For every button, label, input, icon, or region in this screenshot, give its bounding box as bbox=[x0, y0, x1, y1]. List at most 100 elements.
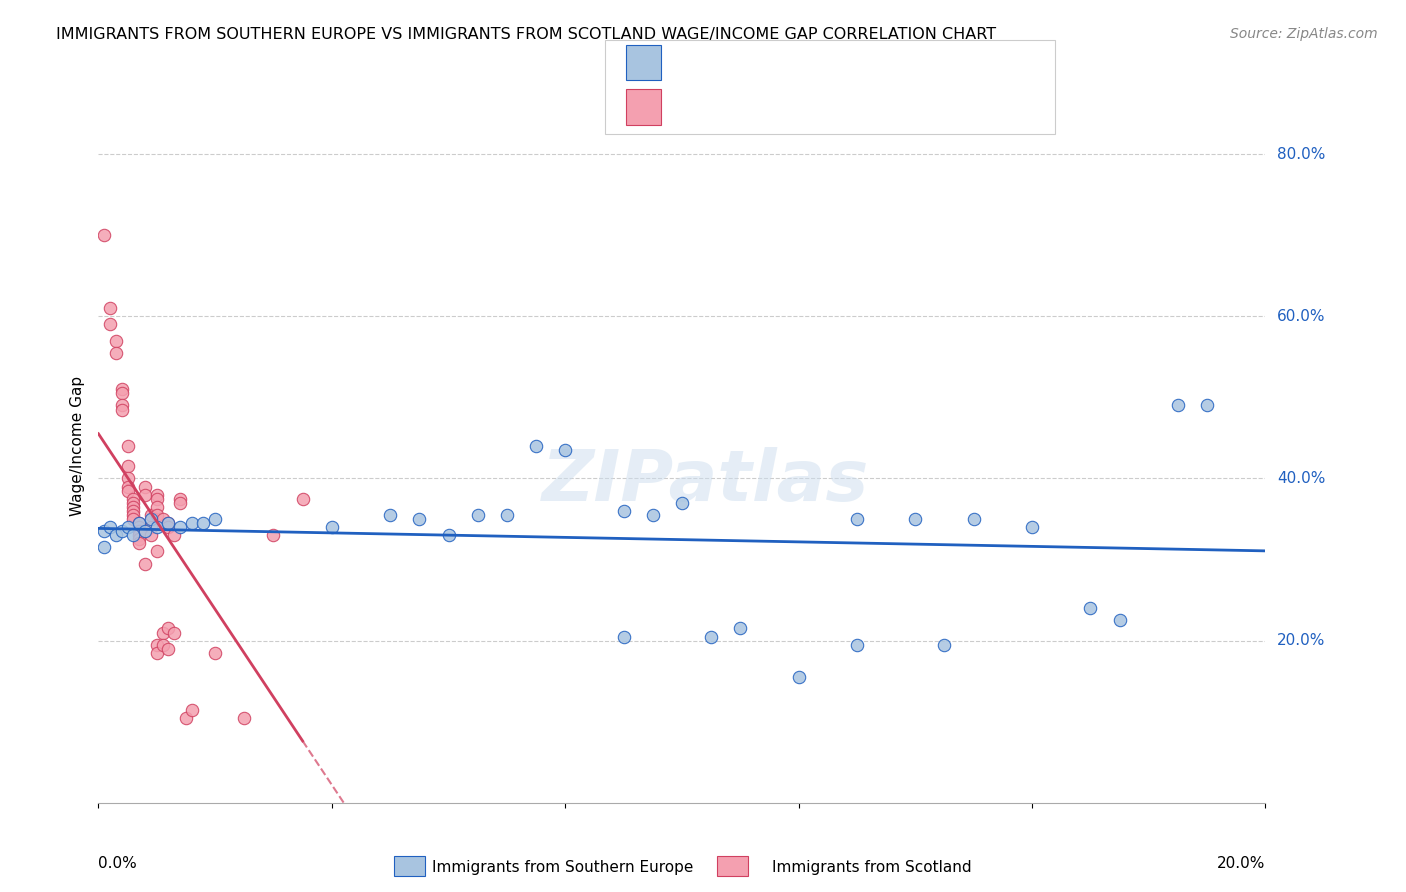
Point bbox=[117, 483, 139, 498]
Point bbox=[111, 382, 134, 396]
Point bbox=[408, 512, 430, 526]
Text: 20.0%: 20.0% bbox=[1277, 633, 1326, 648]
Point bbox=[671, 496, 693, 510]
Point bbox=[157, 641, 180, 656]
Point bbox=[846, 512, 869, 526]
Point bbox=[134, 524, 156, 538]
Point bbox=[934, 638, 956, 652]
Point bbox=[122, 512, 145, 526]
Point bbox=[163, 625, 186, 640]
Point bbox=[291, 491, 314, 506]
Point bbox=[128, 524, 150, 538]
Point bbox=[204, 512, 226, 526]
Point bbox=[128, 516, 150, 530]
Point bbox=[128, 533, 150, 547]
Text: Immigrants from Scotland: Immigrants from Scotland bbox=[772, 860, 972, 874]
Point bbox=[104, 345, 127, 359]
Point bbox=[204, 646, 226, 660]
Point bbox=[104, 528, 127, 542]
Text: N = 29: N = 29 bbox=[815, 55, 873, 70]
Point bbox=[1021, 520, 1043, 534]
Point bbox=[163, 528, 186, 542]
Text: 60.0%: 60.0% bbox=[1277, 309, 1326, 324]
Point bbox=[157, 516, 180, 530]
Point bbox=[180, 702, 202, 716]
Point bbox=[122, 528, 145, 542]
Point bbox=[111, 386, 134, 401]
Point bbox=[1108, 613, 1130, 627]
Point bbox=[169, 496, 191, 510]
Point bbox=[111, 524, 134, 538]
Text: R =: R = bbox=[672, 100, 700, 114]
Point bbox=[180, 516, 202, 530]
Point bbox=[117, 459, 139, 474]
Point bbox=[98, 301, 121, 315]
Point bbox=[321, 520, 343, 534]
Point bbox=[846, 638, 869, 652]
Point bbox=[554, 443, 576, 458]
Point bbox=[233, 711, 256, 725]
Point bbox=[104, 334, 127, 348]
Point bbox=[1167, 399, 1189, 413]
Point bbox=[122, 496, 145, 510]
Point bbox=[730, 622, 752, 636]
Point bbox=[262, 528, 284, 542]
Point bbox=[612, 504, 634, 518]
Point bbox=[524, 439, 547, 453]
Point bbox=[134, 479, 156, 493]
Point bbox=[157, 516, 180, 530]
Text: IMMIGRANTS FROM SOUTHERN EUROPE VS IMMIGRANTS FROM SCOTLAND WAGE/INCOME GAP CORR: IMMIGRANTS FROM SOUTHERN EUROPE VS IMMIG… bbox=[56, 27, 997, 42]
Point bbox=[146, 508, 169, 522]
Point bbox=[437, 528, 460, 542]
Point bbox=[146, 520, 169, 534]
Text: 0.0%: 0.0% bbox=[98, 855, 138, 871]
Point bbox=[380, 508, 402, 522]
Point bbox=[139, 512, 162, 526]
Point bbox=[93, 228, 115, 243]
Point bbox=[134, 524, 156, 538]
Point bbox=[700, 630, 723, 644]
Point bbox=[139, 528, 162, 542]
Point bbox=[117, 471, 139, 485]
Point bbox=[98, 520, 121, 534]
Text: 40.0%: 40.0% bbox=[1277, 471, 1326, 486]
Text: 80.0%: 80.0% bbox=[1277, 146, 1326, 161]
Point bbox=[146, 638, 169, 652]
Point bbox=[122, 491, 145, 506]
Point bbox=[157, 520, 180, 534]
Text: R =: R = bbox=[672, 55, 700, 70]
Point bbox=[122, 504, 145, 518]
Point bbox=[146, 646, 169, 660]
Point bbox=[146, 488, 169, 502]
Point bbox=[134, 557, 156, 571]
Point bbox=[134, 488, 156, 502]
Point bbox=[157, 622, 180, 636]
Point bbox=[641, 508, 664, 522]
Point bbox=[98, 318, 121, 332]
Point bbox=[787, 670, 810, 684]
Point bbox=[152, 512, 174, 526]
Point bbox=[139, 520, 162, 534]
Point bbox=[122, 500, 145, 514]
Text: -0.345: -0.345 bbox=[724, 100, 779, 114]
Point bbox=[1080, 601, 1102, 615]
Point bbox=[128, 520, 150, 534]
Point bbox=[152, 625, 174, 640]
Point bbox=[93, 541, 115, 555]
Point bbox=[169, 491, 191, 506]
Point bbox=[904, 512, 927, 526]
Point bbox=[122, 508, 145, 522]
Point bbox=[152, 638, 174, 652]
Point bbox=[139, 508, 162, 522]
Text: 0.333: 0.333 bbox=[724, 55, 772, 70]
Point bbox=[612, 630, 634, 644]
Point bbox=[193, 516, 215, 530]
Point bbox=[117, 479, 139, 493]
Text: 20.0%: 20.0% bbox=[1218, 855, 1265, 871]
Point bbox=[496, 508, 519, 522]
Point bbox=[467, 508, 489, 522]
Point bbox=[146, 491, 169, 506]
Point bbox=[128, 528, 150, 542]
Point bbox=[146, 544, 169, 558]
Point bbox=[169, 520, 191, 534]
